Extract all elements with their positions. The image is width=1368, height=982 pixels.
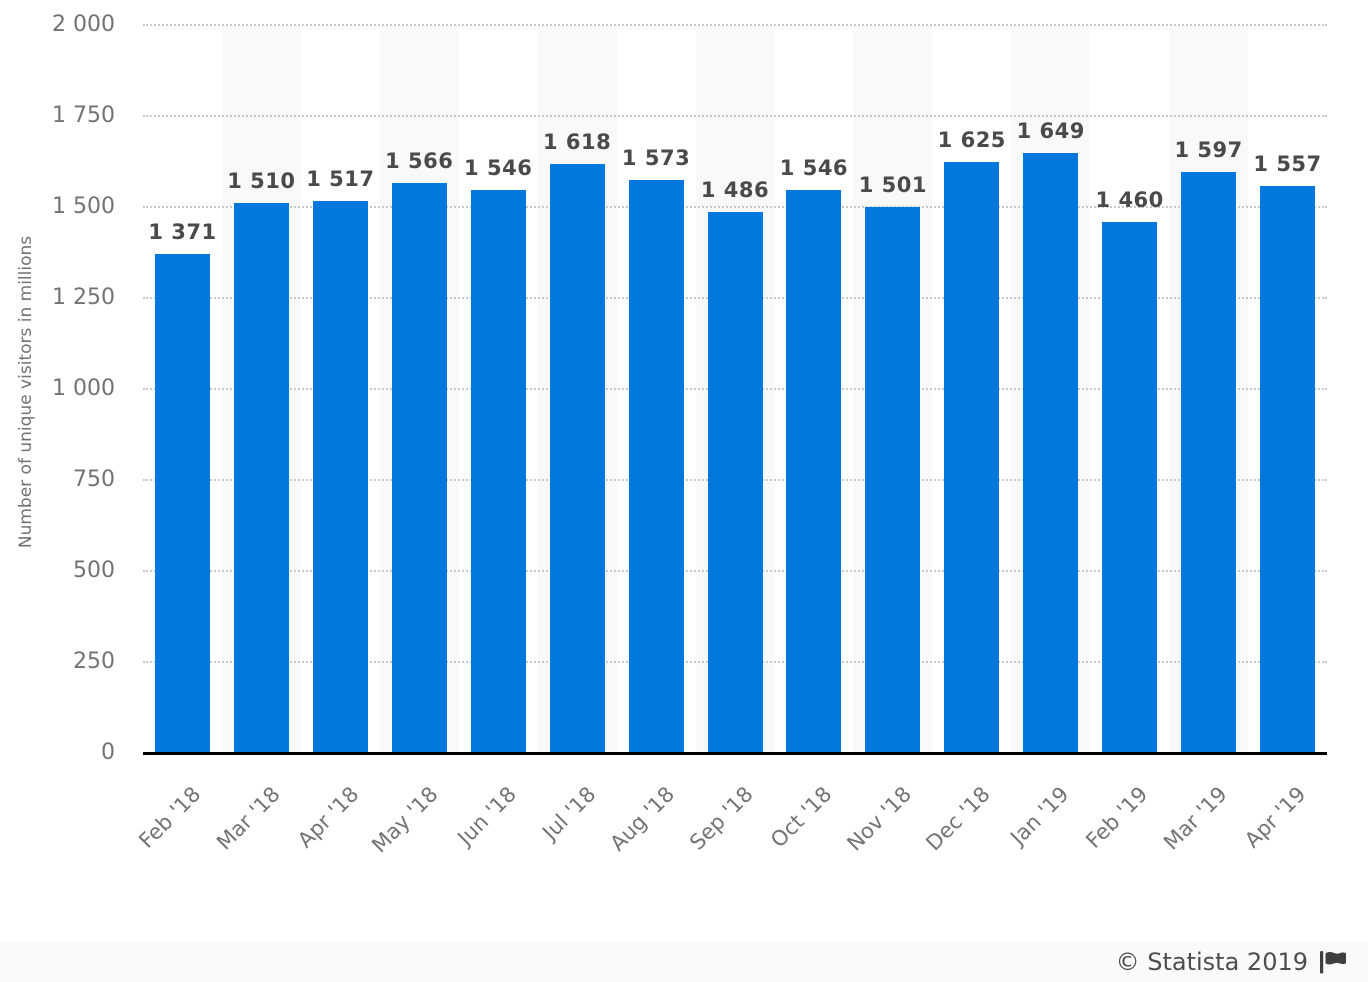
x-tick-label: Aug '18 bbox=[605, 782, 680, 856]
gridline bbox=[143, 206, 1327, 208]
bar-value-label: 1 460 bbox=[1095, 187, 1164, 212]
x-tick-label: Jun '18 bbox=[453, 782, 522, 850]
bar[interactable] bbox=[1260, 186, 1316, 753]
gridline bbox=[143, 24, 1327, 26]
x-tick-label: Mar '18 bbox=[211, 782, 285, 855]
bar-value-label: 1 597 bbox=[1174, 137, 1243, 162]
y-tick-label: 1 500 bbox=[52, 194, 115, 219]
bar[interactable] bbox=[786, 190, 842, 753]
bar-value-label: 1 546 bbox=[779, 156, 849, 181]
x-tick-label: Apr '19 bbox=[1240, 782, 1311, 853]
footer-bar: © Statista 2019 bbox=[0, 942, 1368, 982]
x-tick-label: Oct '18 bbox=[766, 782, 837, 853]
x-tick-label: Feb '19 bbox=[1081, 782, 1153, 853]
y-tick-label: 1 000 bbox=[52, 376, 115, 401]
x-tick-label: May '18 bbox=[366, 782, 443, 858]
gridline bbox=[143, 115, 1327, 117]
y-tick-label: 1 750 bbox=[52, 103, 115, 128]
bar-value-label: 1 557 bbox=[1253, 152, 1322, 177]
bar[interactable] bbox=[154, 253, 210, 753]
y-tick-label: 2 000 bbox=[52, 12, 115, 37]
bar[interactable] bbox=[391, 182, 447, 753]
bar[interactable] bbox=[628, 180, 684, 753]
bar-value-label: 1 510 bbox=[227, 169, 296, 194]
y-tick-label: 500 bbox=[73, 558, 115, 583]
x-tick-label: Sep '18 bbox=[685, 782, 758, 855]
bar[interactable] bbox=[944, 161, 1000, 753]
x-tick-label: Dec '18 bbox=[921, 782, 995, 856]
bar-value-label: 1 501 bbox=[858, 172, 927, 197]
bar-value-label: 1 486 bbox=[700, 178, 770, 203]
statista-attribution[interactable]: © Statista 2019 bbox=[1115, 948, 1308, 976]
bar-value-label: 1 371 bbox=[148, 219, 217, 244]
x-tick-label: Jul '18 bbox=[537, 782, 601, 845]
x-tick-label: Apr '18 bbox=[292, 782, 364, 853]
bar-value-label: 1 649 bbox=[1016, 118, 1085, 143]
bar[interactable] bbox=[312, 200, 368, 753]
bar[interactable] bbox=[1023, 152, 1079, 753]
x-tick-label: Jan '19 bbox=[1006, 782, 1074, 850]
bar-value-label: 1 625 bbox=[937, 127, 1006, 152]
bar[interactable] bbox=[1181, 171, 1237, 753]
bar-value-label: 1 573 bbox=[621, 146, 691, 171]
y-tick-label: 0 bbox=[101, 740, 115, 765]
x-tick-label: Nov '18 bbox=[842, 782, 916, 856]
y-tick-label: 250 bbox=[73, 649, 115, 674]
bar[interactable] bbox=[865, 206, 921, 753]
x-tick-label: Feb '18 bbox=[134, 782, 206, 853]
bar[interactable] bbox=[233, 203, 289, 753]
flag-icon bbox=[1320, 950, 1346, 973]
bar-value-label: 1 566 bbox=[385, 148, 454, 173]
bar[interactable] bbox=[1102, 221, 1158, 753]
bar-value-label: 1 517 bbox=[306, 166, 375, 191]
y-tick-label: 750 bbox=[73, 467, 115, 492]
bar[interactable] bbox=[707, 212, 763, 753]
y-tick-label: 1 250 bbox=[52, 285, 115, 310]
bar[interactable] bbox=[470, 190, 526, 753]
bar-value-label: 1 618 bbox=[542, 130, 612, 155]
bar-value-label: 1 546 bbox=[464, 156, 533, 181]
x-axis-line bbox=[143, 752, 1327, 755]
x-tick-label: Mar '19 bbox=[1158, 782, 1232, 855]
bar[interactable] bbox=[549, 164, 605, 753]
